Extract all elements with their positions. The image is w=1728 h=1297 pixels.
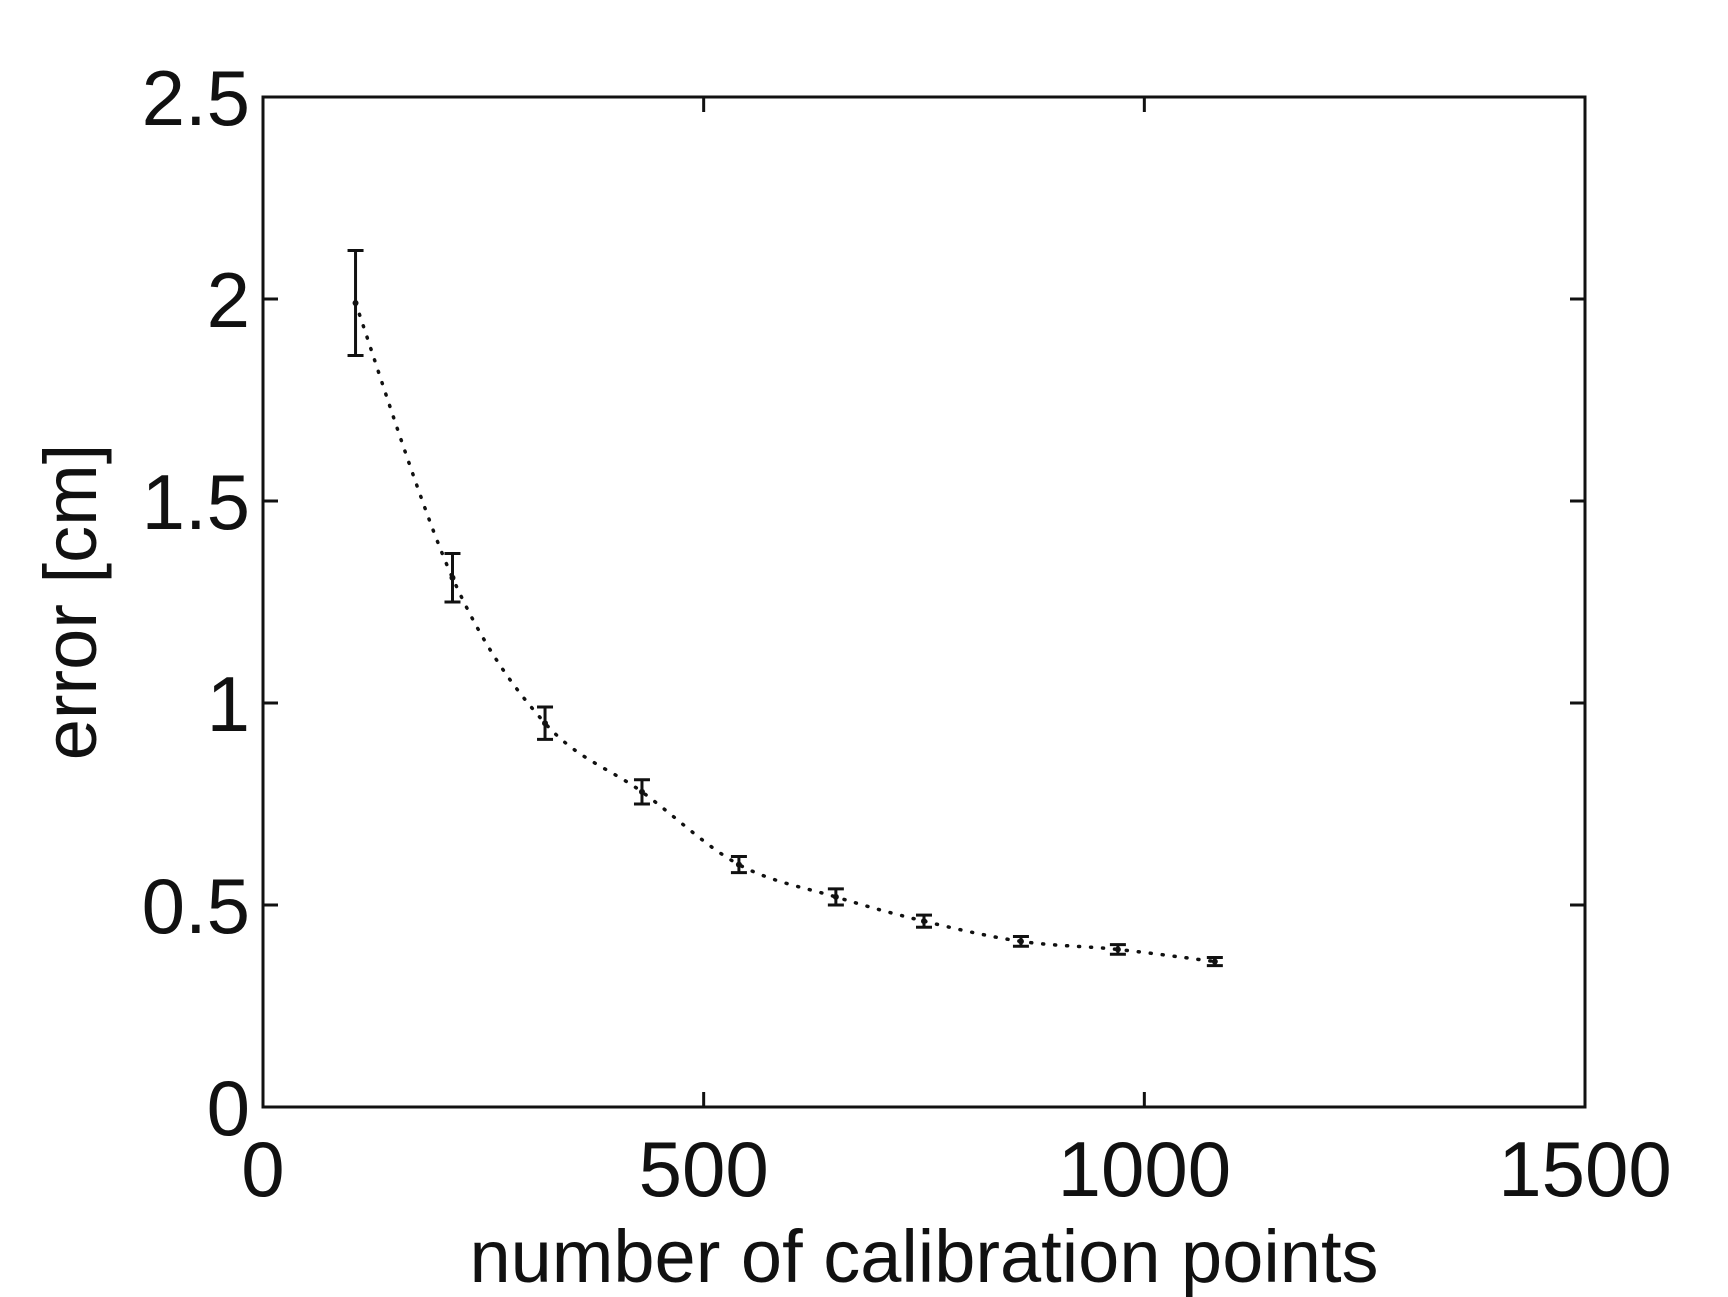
y-tick-label: 1.5 xyxy=(142,458,250,546)
tick-labels: 0 500 1000 1500 0 0.5 1 1.5 2 2.5 xyxy=(142,54,1672,1213)
data-point xyxy=(1114,946,1121,953)
data-point xyxy=(735,861,742,868)
y-tick-label: 0 xyxy=(207,1064,250,1152)
data-point xyxy=(1017,938,1024,945)
error-bar xyxy=(633,778,650,806)
y-tick-label: 1 xyxy=(207,660,250,748)
error-bar xyxy=(1012,935,1029,948)
x-tick-label: 1500 xyxy=(1498,1125,1672,1213)
data-point xyxy=(638,788,645,795)
error-bars xyxy=(347,249,1223,968)
error-bar xyxy=(347,249,364,358)
axis-ticks xyxy=(261,95,1587,1109)
data-point xyxy=(352,300,359,307)
data-point xyxy=(1211,958,1218,965)
error-bar xyxy=(916,913,932,929)
y-tick-label: 0.5 xyxy=(142,862,250,950)
series-dotted-line xyxy=(353,301,1217,964)
x-axis-title: number of calibration points xyxy=(469,1215,1378,1297)
x-tick-label: 500 xyxy=(639,1125,769,1213)
error-bar xyxy=(1109,943,1126,956)
y-tick-label: 2 xyxy=(207,256,250,344)
error-bar xyxy=(537,705,554,741)
y-tick-label: 2.5 xyxy=(142,54,250,142)
data-point xyxy=(449,574,456,581)
data-point xyxy=(921,918,927,925)
data-point xyxy=(542,720,549,727)
error-bar xyxy=(827,887,844,907)
x-tick-label: 1000 xyxy=(1058,1125,1232,1213)
data-point xyxy=(832,893,839,900)
error-bar xyxy=(1206,956,1223,968)
plot-frame xyxy=(261,95,1587,1109)
x-tick-label: 0 xyxy=(241,1125,284,1213)
error-bar xyxy=(444,552,461,604)
y-axis-title: error [cm] xyxy=(29,444,112,761)
error-bar xyxy=(730,855,747,875)
